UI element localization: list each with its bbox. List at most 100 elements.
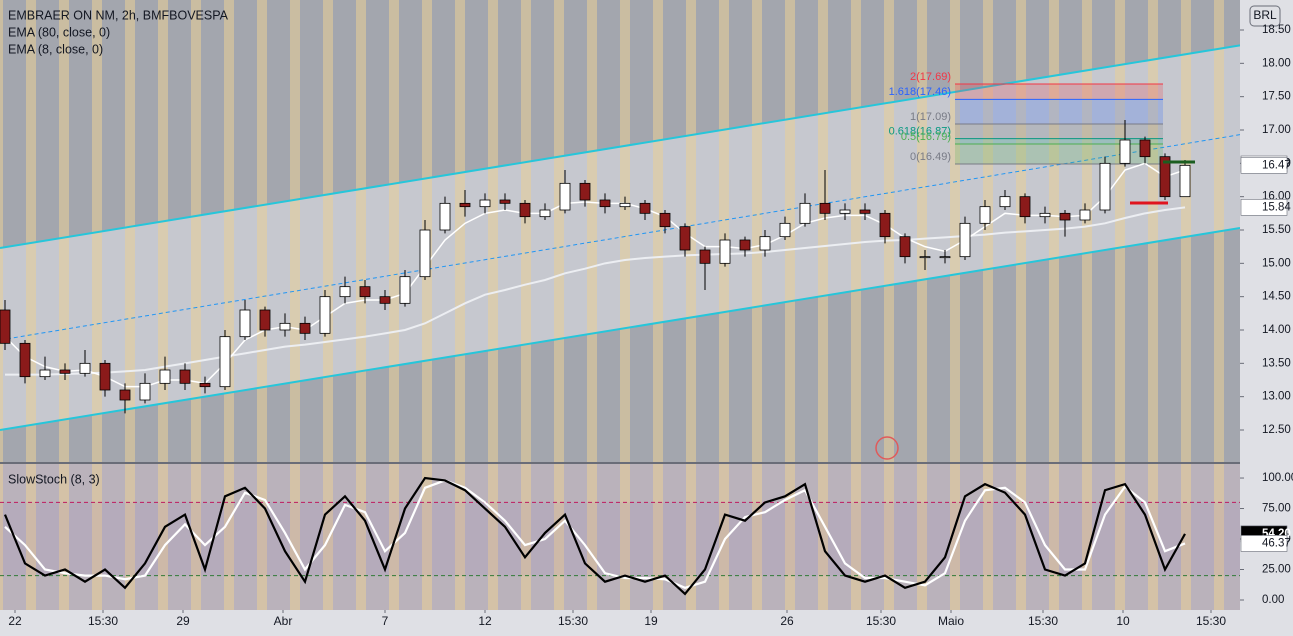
fib-zone bbox=[955, 138, 1163, 144]
candle-body bbox=[399, 276, 411, 304]
candle-body bbox=[599, 199, 611, 208]
y-tick-label: 15.00 bbox=[1262, 257, 1291, 269]
candle-body bbox=[99, 362, 111, 391]
candle-body bbox=[1179, 164, 1191, 198]
event-icon[interactable] bbox=[875, 436, 899, 460]
candle-body bbox=[439, 202, 451, 231]
candle-body bbox=[1039, 212, 1051, 218]
candle-body bbox=[939, 256, 951, 259]
candle-body bbox=[139, 382, 151, 401]
x-tick-label: 7 bbox=[382, 614, 389, 628]
candle-body bbox=[359, 286, 371, 298]
y-tick-label: 13.00 bbox=[1262, 391, 1291, 403]
fib-label: 1(17.09) bbox=[910, 111, 951, 123]
series-line bbox=[4, 479, 1186, 589]
x-tick-label: 15:30 bbox=[558, 614, 588, 628]
x-tick-label: 22 bbox=[8, 614, 22, 628]
price-marks: 2(17.69) 1.618(17.46) 1(17.09) 0.618(16.87)… bbox=[0, 44, 1240, 431]
fib-label: 0.618(16.87) bbox=[889, 126, 951, 138]
fib-label: 1.618(17.46) bbox=[889, 86, 951, 98]
x-tick-label: 29 bbox=[176, 614, 190, 628]
candle-body bbox=[819, 202, 831, 214]
y-tick-label: 18.00 bbox=[1262, 57, 1291, 69]
candle-body bbox=[799, 202, 811, 224]
candle-body bbox=[739, 239, 751, 251]
price-badge-label: 15.84 bbox=[1262, 201, 1291, 213]
series-line bbox=[3, 476, 1186, 596]
series-line bbox=[5, 206, 1186, 376]
candle-body bbox=[1099, 162, 1111, 211]
candle-body bbox=[859, 209, 871, 214]
candle-body bbox=[199, 382, 211, 388]
candle-body bbox=[219, 336, 231, 388]
series-line bbox=[4, 162, 1186, 388]
time-axis-bg bbox=[0, 610, 1240, 636]
y-tick-label: 0.00 bbox=[1262, 594, 1284, 606]
x-tick-label: 26 bbox=[780, 614, 794, 628]
candle-body bbox=[0, 309, 11, 344]
candle-body bbox=[579, 182, 591, 201]
indicator-title: SlowStoch (8, 3) bbox=[8, 472, 100, 486]
candle-body bbox=[979, 206, 991, 224]
candle-body bbox=[679, 226, 691, 251]
x-tick-label: 15:30 bbox=[88, 614, 118, 628]
x-tick-label: 10 bbox=[1116, 614, 1130, 628]
candle-body bbox=[539, 209, 551, 218]
x-tick-label: Abr bbox=[274, 614, 293, 628]
candle-body bbox=[259, 309, 271, 331]
candle-body bbox=[459, 202, 471, 208]
candle-body bbox=[959, 222, 971, 258]
candle-body bbox=[279, 322, 291, 331]
legend-entry: EMA (8, close, 0) bbox=[8, 42, 103, 56]
candle-body bbox=[239, 309, 251, 338]
candle-body bbox=[419, 229, 431, 278]
fib-label: 2(17.69) bbox=[910, 71, 951, 83]
candle-body bbox=[699, 249, 711, 264]
candle-body bbox=[999, 196, 1011, 208]
y-tick-label: 18.50 bbox=[1262, 24, 1291, 36]
y-tick-label: 12.50 bbox=[1262, 424, 1291, 436]
candle-body bbox=[1139, 139, 1151, 158]
candle-body bbox=[299, 322, 311, 334]
legend-entry: EMA (80, close, 0) bbox=[8, 25, 110, 39]
fib-label: 0(16.49) bbox=[910, 151, 951, 163]
x-tick-label: 19 bbox=[644, 614, 658, 628]
y-tick-label: 14.00 bbox=[1262, 324, 1291, 336]
y-tick-label: 17.50 bbox=[1262, 91, 1291, 103]
candle-body bbox=[179, 369, 191, 384]
candle-body bbox=[379, 296, 391, 304]
x-tick-label: 15:30 bbox=[1196, 614, 1226, 628]
price-badge bbox=[1240, 199, 1288, 216]
candle-body bbox=[899, 236, 911, 258]
stoch-panel bbox=[0, 476, 1240, 596]
candle-body bbox=[779, 222, 791, 238]
y-tick-label: 15.50 bbox=[1262, 224, 1291, 236]
candle-body bbox=[1059, 212, 1071, 221]
candle-body bbox=[479, 199, 491, 208]
y-tick-label: 17.00 bbox=[1262, 124, 1291, 136]
candle-body bbox=[619, 202, 631, 208]
candle-body bbox=[1119, 139, 1131, 164]
candle-body bbox=[19, 342, 31, 378]
candle-body bbox=[1019, 196, 1031, 218]
x-tick-label: Maio bbox=[938, 614, 964, 628]
candle-body bbox=[839, 209, 851, 214]
candle-body bbox=[559, 182, 571, 211]
fib-zone bbox=[955, 99, 1163, 124]
y-tick-label: 75.00 bbox=[1262, 503, 1291, 515]
candle-body bbox=[159, 369, 171, 384]
currency[interactable]: BRL bbox=[1253, 8, 1277, 22]
x-tick-label: 15:30 bbox=[1028, 614, 1058, 628]
currency-button[interactable] bbox=[1249, 5, 1281, 27]
session-stripes bbox=[0, 0, 1240, 610]
candle-body bbox=[499, 199, 511, 204]
candle-body bbox=[639, 202, 651, 214]
level-band bbox=[0, 502, 1240, 576]
candle-body bbox=[879, 212, 891, 238]
candle-body bbox=[919, 256, 931, 259]
candle-body bbox=[39, 369, 51, 378]
fib-label: 0.5(16.79) bbox=[901, 131, 951, 143]
price-badge bbox=[1240, 157, 1288, 174]
candle-body bbox=[1159, 156, 1171, 198]
candle-body bbox=[339, 286, 351, 298]
